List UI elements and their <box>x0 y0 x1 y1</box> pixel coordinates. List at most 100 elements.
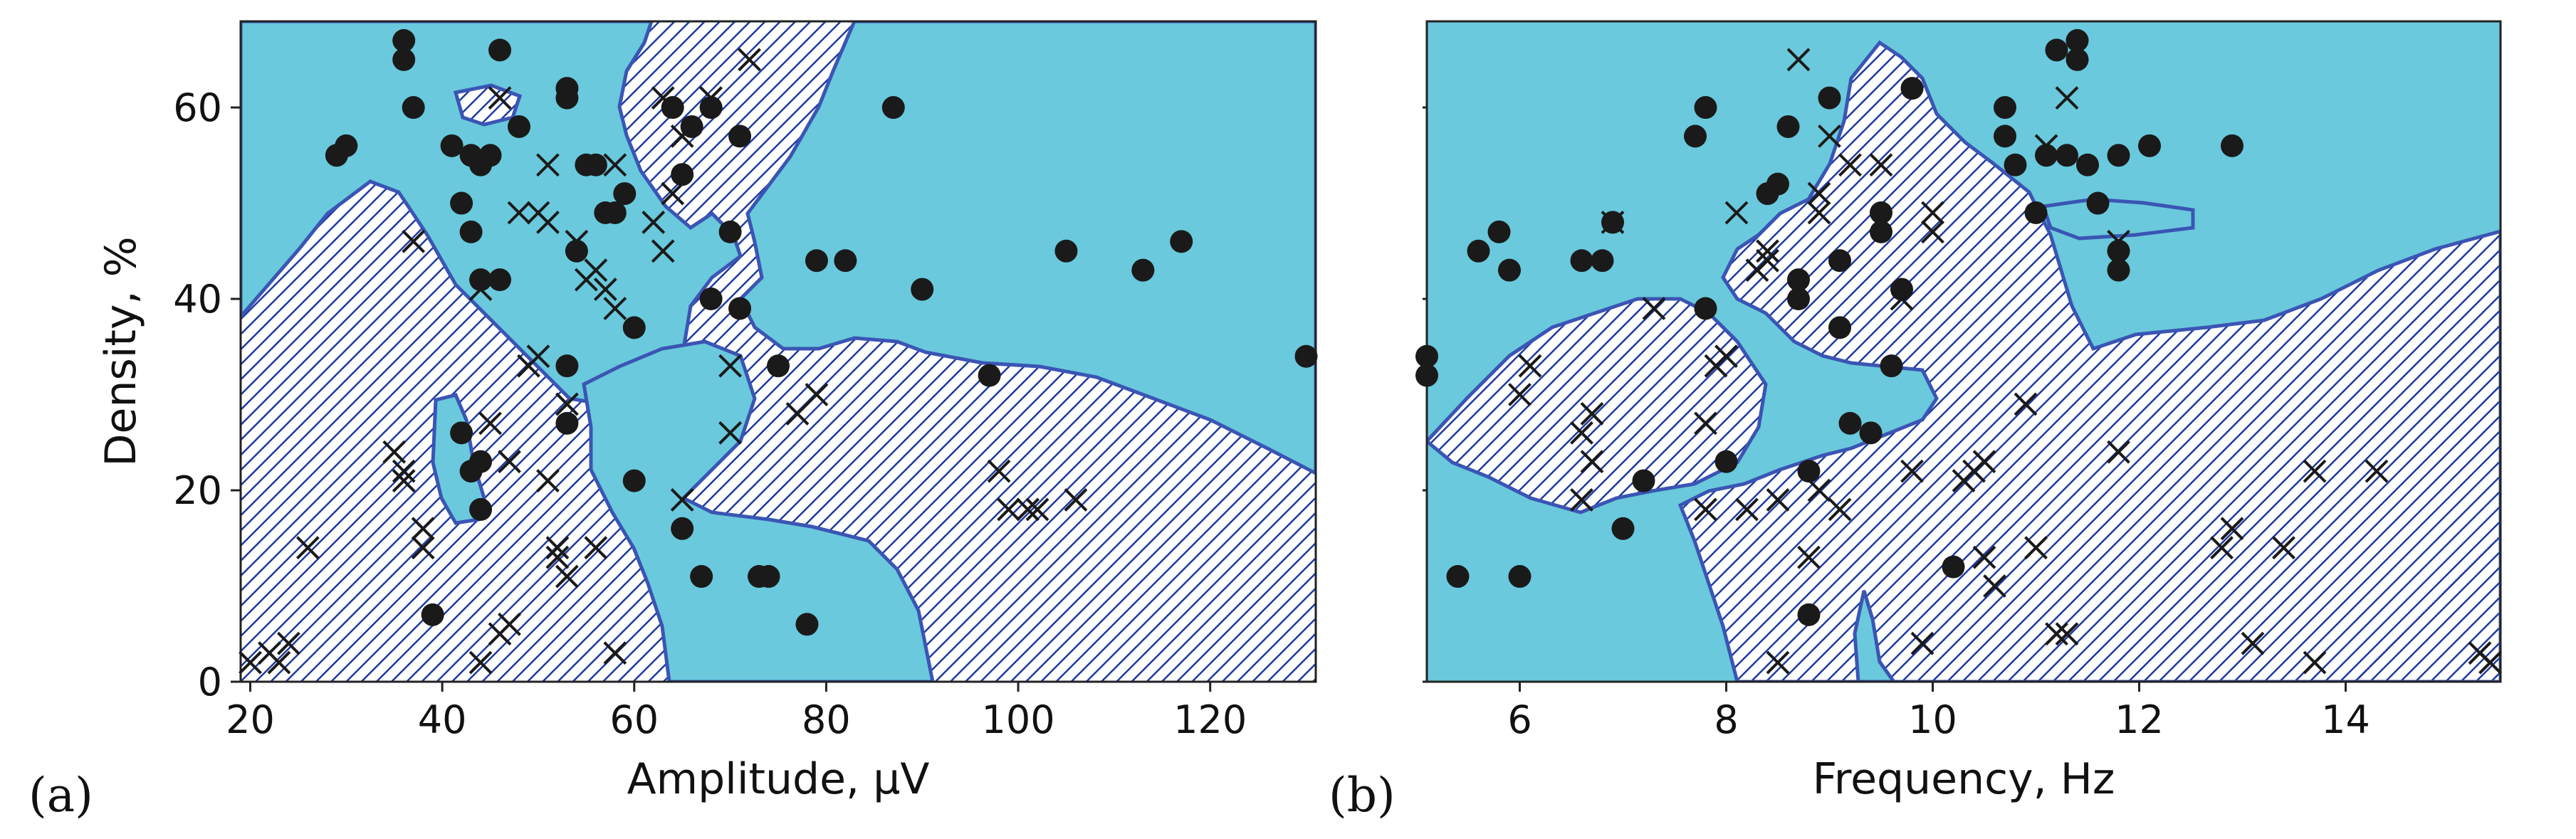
dot-point-b <box>2086 191 2110 215</box>
dot-point-b <box>1498 258 1521 282</box>
dot-point-b <box>1591 249 1614 273</box>
cross-point-b <box>1818 124 1841 148</box>
x-tick-label-a: 20 <box>226 697 275 742</box>
cross-point-b <box>2024 536 2048 560</box>
cross-point-a <box>987 459 1011 483</box>
cross-point-b <box>1786 48 1811 72</box>
cross-point-b <box>1869 153 1893 177</box>
cross-point-a <box>468 278 493 301</box>
x-tick-label-b: 8 <box>1714 697 1738 742</box>
cross-point-b <box>2241 631 2265 655</box>
dot-point-b <box>1714 450 1738 473</box>
dot-point-b <box>2045 38 2068 62</box>
dot-point-b <box>1870 201 1892 224</box>
blue-region-middle-a <box>582 339 935 682</box>
cross-point-b <box>2107 440 2130 464</box>
cross-point-a <box>545 545 570 569</box>
cross-point-a <box>402 229 426 253</box>
dot-point-b <box>1828 249 1851 273</box>
cross-point-b <box>1580 450 1604 474</box>
cross-point-a <box>267 650 291 675</box>
dot-point-a <box>450 191 473 215</box>
dot-point-a <box>402 96 425 120</box>
cross-point-b <box>1580 402 1604 426</box>
cross-point-a <box>1016 497 1040 522</box>
dot-point-a <box>1294 344 1318 368</box>
x-tick-label-a: 60 <box>609 697 659 742</box>
dot-point-b <box>1508 565 1532 589</box>
cross-point-b <box>2055 622 2079 646</box>
cross-point-b <box>1972 545 1996 569</box>
cross-point-a <box>555 564 579 589</box>
dot-point-a <box>767 354 790 378</box>
cross-point-a <box>545 536 570 560</box>
dot-point-a <box>805 249 828 273</box>
dot-point-b <box>1859 421 1883 445</box>
dot-point-b <box>2065 48 2089 71</box>
cross-point-b <box>1807 201 1831 225</box>
dot-point-a <box>584 153 607 176</box>
dot-point-b <box>1766 172 1789 196</box>
cross-point-a <box>411 517 435 541</box>
cross-point-b <box>1735 497 1759 522</box>
cross-point-a <box>392 469 416 492</box>
dot-point-a <box>728 297 752 320</box>
dot-point-a <box>1054 239 1078 263</box>
hatched-island-a <box>453 83 523 127</box>
x-axis-title-b: Frequency, Hz <box>1813 754 2115 804</box>
dot-point-a <box>613 182 637 206</box>
cross-point-a <box>593 278 617 301</box>
cross-point-a <box>997 497 1020 522</box>
cross-point-b <box>1642 297 1666 320</box>
x-tick-label-b: 6 <box>1507 697 1532 742</box>
dot-point-b <box>2138 134 2161 157</box>
dot-point-a <box>478 144 502 167</box>
cross-point-a <box>603 297 627 320</box>
cross-point-a <box>295 536 320 560</box>
cross-point-b <box>2478 650 2502 675</box>
dot-point-a <box>978 364 1001 387</box>
dot-point-a <box>757 565 780 589</box>
dot-point-a <box>459 220 483 243</box>
cross-point-a <box>526 344 550 369</box>
cross-point-a <box>536 211 560 234</box>
dot-point-b <box>2107 258 2130 282</box>
cross-point-a <box>392 459 416 483</box>
dot-point-b <box>1797 603 1821 626</box>
cross-point-b <box>2034 134 2058 158</box>
dot-point-b <box>1446 565 1470 589</box>
dot-point-a <box>421 603 444 626</box>
cross-point-b <box>1828 497 1852 522</box>
cross-point-a <box>555 392 579 416</box>
cross-point-b <box>1838 153 1862 177</box>
dot-point-b <box>1415 364 1438 387</box>
dot-point-b <box>1942 555 1965 579</box>
blue-region-right-a <box>738 21 1316 475</box>
cross-point-b <box>1694 497 1717 522</box>
dot-point-a <box>690 565 713 589</box>
cross-point-b <box>1508 383 1532 406</box>
dot-point-b <box>1611 517 1635 540</box>
dot-point-a <box>795 613 819 636</box>
x-tick-label-a: 80 <box>802 697 851 742</box>
cross-point-b <box>1972 450 1996 474</box>
cross-point-b <box>1570 488 1593 512</box>
blue-notch-b <box>1853 590 1897 682</box>
cross-point-b <box>1890 287 1914 311</box>
dot-point-a <box>603 201 627 224</box>
dot-point-a <box>392 48 416 71</box>
cross-point-a <box>584 536 608 560</box>
dot-point-b <box>2065 28 2089 52</box>
dot-point-a <box>488 38 512 62</box>
ticks-b: 6 8 10 12 14 <box>1423 106 2370 742</box>
cross-point-b <box>2303 459 2327 483</box>
dot-point-a <box>450 421 473 445</box>
dot-point-b <box>1570 249 1593 273</box>
cross-point-b <box>1756 248 1779 273</box>
cross-point-b <box>1694 411 1717 436</box>
dot-point-a <box>335 134 358 157</box>
cross-point-b <box>2272 536 2295 560</box>
y-tick-label-a: 60 <box>173 85 222 130</box>
cross-point-b <box>2045 622 2068 646</box>
